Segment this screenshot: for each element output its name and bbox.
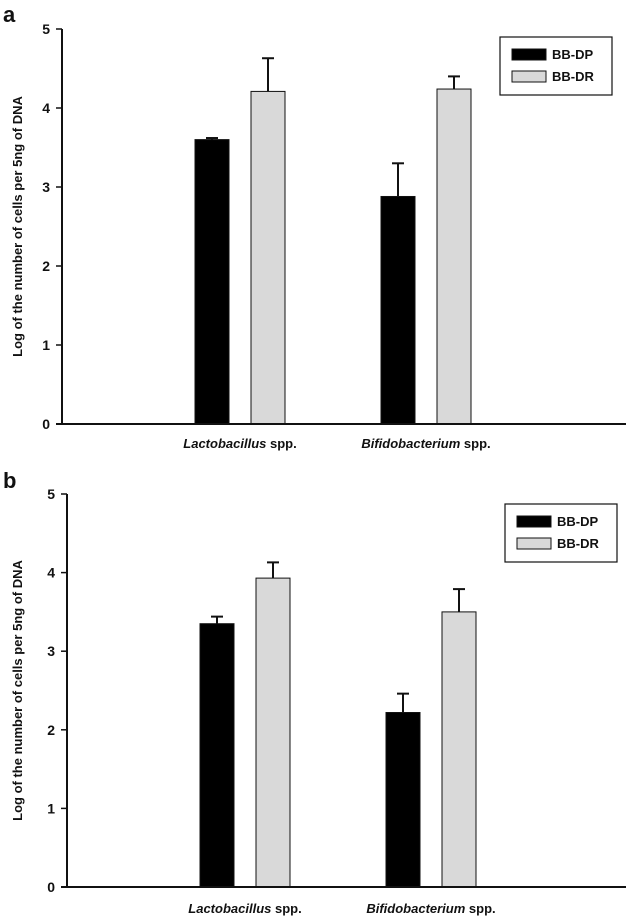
legend: BB-DP BB-DR: [504, 503, 618, 563]
y-tick-label: 1: [47, 800, 55, 816]
bar-bb-dr-0: [250, 90, 286, 425]
x-category-label: Bifidobacterium spp.: [361, 436, 490, 451]
legend-swatch-bb-dp: [511, 48, 547, 61]
y-tick-label: 5: [47, 486, 55, 502]
bar-bb-dr-1: [436, 88, 472, 425]
y-tick-label: 0: [42, 416, 50, 432]
legend-swatch-bb-dp: [516, 515, 552, 528]
panel-letter: b: [3, 468, 16, 493]
legend-swatch-bb-dr: [511, 70, 547, 83]
bar-bb-dp-0: [199, 623, 235, 888]
y-tick-label: 5: [42, 21, 50, 37]
legend-label-bb-dp: BB-DP: [557, 514, 598, 529]
category-suffix: spp.: [271, 901, 301, 916]
legend-label-bb-dr: BB-DR: [557, 536, 599, 551]
y-tick-label: 2: [47, 722, 55, 738]
category-genus: Bifidobacterium: [361, 436, 460, 451]
bar-bb-dr-0: [255, 577, 291, 888]
category-genus: Bifidobacterium: [366, 901, 465, 916]
bar-bb-dp-0: [194, 139, 230, 425]
legend-swatch-bb-dr: [516, 537, 552, 550]
y-tick-label: 2: [42, 258, 50, 274]
y-axis-label: Log of the number of cells per 5ng of DN…: [10, 560, 25, 821]
category-suffix: spp.: [465, 901, 495, 916]
x-category-label: Lactobacillus spp.: [183, 436, 296, 451]
y-tick-label: 3: [47, 643, 55, 659]
category-genus: Lactobacillus: [188, 901, 271, 916]
legend-box: [499, 36, 613, 96]
bar-bb-dp-1: [385, 712, 421, 888]
legend-box: [504, 503, 618, 563]
chart-panel-b: b Log of the number of cells per 5ng of D…: [3, 468, 626, 916]
y-axis-label: Log of the number of cells per 5ng of DN…: [10, 96, 25, 357]
y-tick-label: 1: [42, 337, 50, 353]
category-suffix: spp.: [460, 436, 490, 451]
legend: BB-DP BB-DR: [499, 36, 613, 96]
x-category-label: Lactobacillus spp.: [188, 901, 301, 916]
y-tick-label: 0: [47, 879, 55, 895]
category-suffix: spp.: [266, 436, 296, 451]
chart-panel-a: a Log of the number of cells per 5ng of D…: [3, 2, 626, 451]
x-category-label: Bifidobacterium spp.: [366, 901, 495, 916]
bar-bb-dr-1: [441, 611, 477, 888]
legend-label-bb-dp: BB-DP: [552, 47, 593, 62]
category-genus: Lactobacillus: [183, 436, 266, 451]
panel-letter: a: [3, 2, 16, 27]
y-tick-label: 3: [42, 179, 50, 195]
y-tick-label: 4: [47, 565, 55, 581]
y-tick-label: 4: [42, 100, 50, 116]
bar-bb-dp-1: [380, 195, 416, 425]
legend-label-bb-dr: BB-DR: [552, 69, 594, 84]
